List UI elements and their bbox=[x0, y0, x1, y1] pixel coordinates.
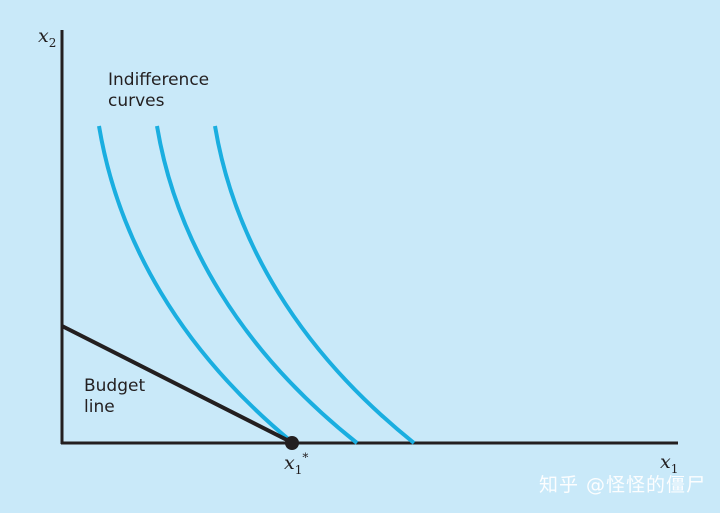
budget-label-line2: line bbox=[84, 397, 115, 417]
y-axis-sub: 2 bbox=[48, 35, 57, 50]
budget-line-label: Budget line bbox=[84, 376, 145, 418]
budget-label-line1: Budget bbox=[84, 376, 146, 396]
indifference-label-line2: curves bbox=[108, 91, 165, 111]
indifference-curves-label: Indifference curves bbox=[108, 70, 209, 112]
optimum-sup: * bbox=[302, 450, 309, 465]
indifference-curve-1 bbox=[97, 125, 295, 445]
optimum-sub: 1 bbox=[294, 462, 303, 477]
optimum-var: x bbox=[284, 452, 295, 474]
indifference-curve-2 bbox=[155, 125, 359, 445]
optimum-point bbox=[285, 436, 299, 450]
watermark: 知乎 @怪怪的僵尸 bbox=[538, 474, 706, 496]
x-axis-label: x1 bbox=[660, 451, 678, 475]
y-axis-var: x bbox=[38, 25, 49, 47]
indifference-curve-3 bbox=[213, 125, 416, 445]
x-axis-sub: 1 bbox=[670, 461, 679, 476]
indifference-label-line1: Indifference bbox=[108, 70, 210, 90]
budget-line bbox=[61, 324, 294, 445]
x-axis-var: x bbox=[660, 451, 671, 473]
y-axis-label: x2 bbox=[38, 25, 56, 49]
optimum-label: x1* bbox=[284, 450, 309, 476]
